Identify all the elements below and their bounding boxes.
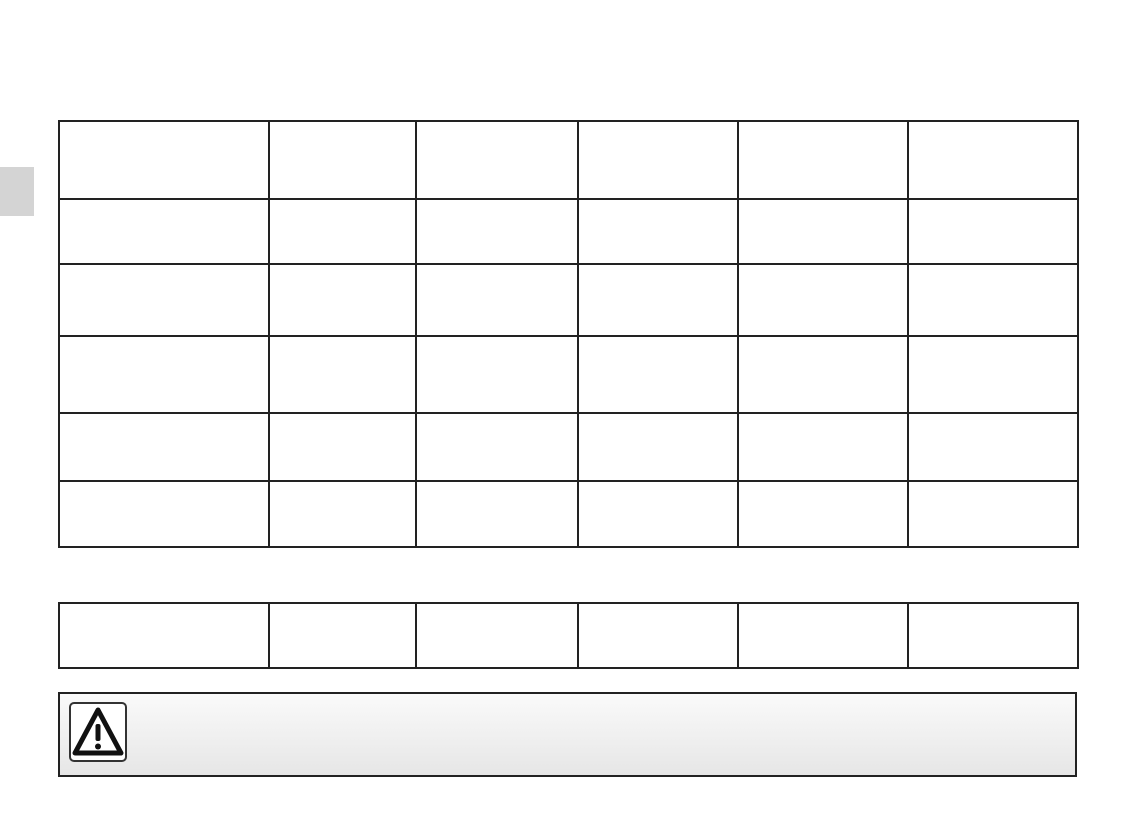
table-row [58, 198, 1079, 265]
table-cell [268, 412, 417, 482]
table-cell [907, 263, 1079, 337]
table-cell [907, 198, 1079, 265]
table-cell [415, 335, 579, 414]
table-cell [907, 480, 1079, 548]
table-cell [58, 480, 270, 548]
table-cell [737, 263, 909, 337]
table-cell [268, 263, 417, 337]
warning-box [58, 692, 1077, 777]
table-cell [268, 335, 417, 414]
table-cell [907, 335, 1079, 414]
table-cell [268, 198, 417, 265]
table-cell [415, 412, 579, 482]
table-cell [577, 480, 739, 548]
table-row [58, 602, 1079, 669]
table-row [58, 335, 1079, 414]
table-cell [907, 120, 1079, 200]
table-cell [737, 602, 909, 669]
main-table [58, 120, 1079, 548]
table-row [58, 412, 1079, 482]
table-cell [58, 120, 270, 200]
table-cell [577, 412, 739, 482]
table-row [58, 480, 1079, 548]
table-cell [415, 198, 579, 265]
table-cell [737, 120, 909, 200]
table-cell [577, 335, 739, 414]
table-cell [58, 412, 270, 482]
table-cell [58, 335, 270, 414]
table-cell [58, 602, 270, 669]
table-cell [737, 335, 909, 414]
table-row [58, 120, 1079, 200]
table-cell [58, 263, 270, 337]
second-table [58, 602, 1079, 669]
table-cell [577, 198, 739, 265]
warning-triangle-icon [69, 702, 127, 762]
table-row [58, 263, 1079, 337]
table-cell [268, 602, 417, 669]
table-cell [577, 602, 739, 669]
table-cell [58, 198, 270, 265]
table-cell [737, 412, 909, 482]
table-cell [415, 120, 579, 200]
table-cell [577, 120, 739, 200]
table-cell [737, 480, 909, 548]
table-cell [415, 480, 579, 548]
table-cell [415, 263, 579, 337]
table-cell [577, 263, 739, 337]
table-cell [907, 412, 1079, 482]
table-cell [907, 602, 1079, 669]
table-cell [268, 120, 417, 200]
section-side-tab [0, 167, 34, 216]
table-cell [415, 602, 579, 669]
table-cell [737, 198, 909, 265]
table-cell [268, 480, 417, 548]
